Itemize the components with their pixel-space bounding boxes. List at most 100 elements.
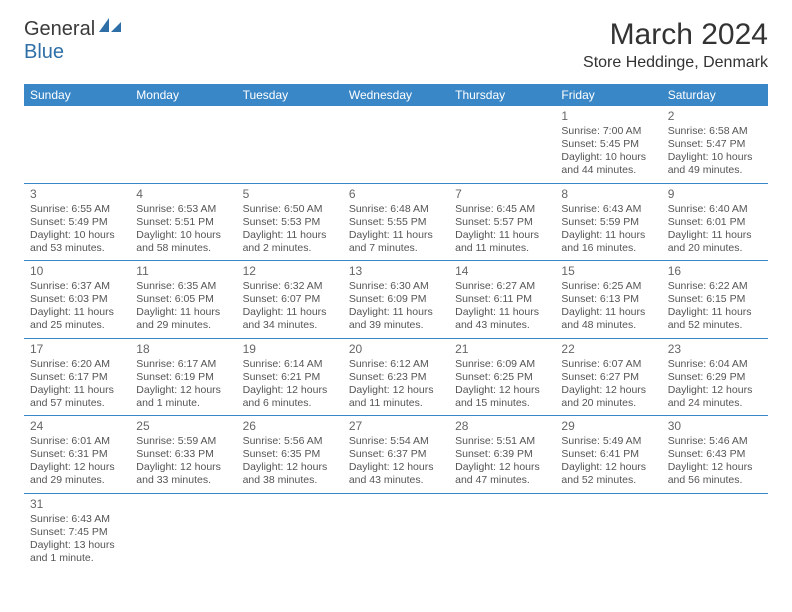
calendar-cell: 30Sunrise: 5:46 AMSunset: 6:43 PMDayligh… [662, 416, 768, 494]
calendar-cell: 2Sunrise: 6:58 AMSunset: 5:47 PMDaylight… [662, 106, 768, 183]
calendar-cell [343, 493, 449, 570]
calendar-cell: 6Sunrise: 6:48 AMSunset: 5:55 PMDaylight… [343, 183, 449, 261]
day-number: 6 [349, 187, 443, 202]
day-number: 11 [136, 264, 230, 279]
sunset-text: Sunset: 5:51 PM [136, 216, 230, 229]
daylight-text: and 20 minutes. [561, 397, 655, 410]
daylight-text: Daylight: 11 hours [455, 229, 549, 242]
daylight-text: and 56 minutes. [668, 474, 762, 487]
day-number: 25 [136, 419, 230, 434]
calendar-cell [343, 106, 449, 183]
day-number: 21 [455, 342, 549, 357]
daylight-text: and 53 minutes. [30, 242, 124, 255]
sunset-text: Sunset: 6:09 PM [349, 293, 443, 306]
sunrise-text: Sunrise: 5:51 AM [455, 435, 549, 448]
calendar-cell: 26Sunrise: 5:56 AMSunset: 6:35 PMDayligh… [237, 416, 343, 494]
sunrise-text: Sunrise: 6:40 AM [668, 203, 762, 216]
calendar-cell [237, 106, 343, 183]
day-number: 28 [455, 419, 549, 434]
sunset-text: Sunset: 6:05 PM [136, 293, 230, 306]
calendar-cell: 3Sunrise: 6:55 AMSunset: 5:49 PMDaylight… [24, 183, 130, 261]
sunrise-text: Sunrise: 6:37 AM [30, 280, 124, 293]
daylight-text: and 49 minutes. [668, 164, 762, 177]
daylight-text: Daylight: 12 hours [561, 461, 655, 474]
sunset-text: Sunset: 5:49 PM [30, 216, 124, 229]
calendar-cell: 21Sunrise: 6:09 AMSunset: 6:25 PMDayligh… [449, 338, 555, 416]
daylight-text: and 29 minutes. [30, 474, 124, 487]
sunset-text: Sunset: 5:45 PM [561, 138, 655, 151]
month-title: March 2024 [583, 18, 768, 52]
daylight-text: Daylight: 11 hours [30, 306, 124, 319]
sunrise-text: Sunrise: 6:43 AM [30, 513, 124, 526]
logo-text-2: Blue [24, 41, 64, 63]
daylight-text: and 34 minutes. [243, 319, 337, 332]
daylight-text: Daylight: 12 hours [668, 461, 762, 474]
sunset-text: Sunset: 6:03 PM [30, 293, 124, 306]
calendar-cell: 18Sunrise: 6:17 AMSunset: 6:19 PMDayligh… [130, 338, 236, 416]
sunrise-text: Sunrise: 6:45 AM [455, 203, 549, 216]
daylight-text: Daylight: 11 hours [668, 306, 762, 319]
daylight-text: Daylight: 11 hours [349, 229, 443, 242]
calendar-cell: 31Sunrise: 6:43 AMSunset: 7:45 PMDayligh… [24, 493, 130, 570]
header: General Blue March 2024 Store Heddinge, … [24, 18, 768, 72]
day-number: 4 [136, 187, 230, 202]
day-number: 20 [349, 342, 443, 357]
weekday-header: Wednesday [343, 84, 449, 106]
daylight-text: Daylight: 12 hours [243, 461, 337, 474]
daylight-text: and 48 minutes. [561, 319, 655, 332]
daylight-text: Daylight: 12 hours [136, 461, 230, 474]
sunset-text: Sunset: 5:57 PM [455, 216, 549, 229]
calendar-cell: 9Sunrise: 6:40 AMSunset: 6:01 PMDaylight… [662, 183, 768, 261]
calendar-cell [662, 493, 768, 570]
weekday-header: Tuesday [237, 84, 343, 106]
sunset-text: Sunset: 6:25 PM [455, 371, 549, 384]
sunrise-text: Sunrise: 5:56 AM [243, 435, 337, 448]
daylight-text: and 43 minutes. [349, 474, 443, 487]
calendar-week: 10Sunrise: 6:37 AMSunset: 6:03 PMDayligh… [24, 261, 768, 339]
daylight-text: Daylight: 11 hours [455, 306, 549, 319]
sunset-text: Sunset: 5:55 PM [349, 216, 443, 229]
calendar-cell: 8Sunrise: 6:43 AMSunset: 5:59 PMDaylight… [555, 183, 661, 261]
sunset-text: Sunset: 6:15 PM [668, 293, 762, 306]
daylight-text: Daylight: 11 hours [561, 306, 655, 319]
calendar-cell: 15Sunrise: 6:25 AMSunset: 6:13 PMDayligh… [555, 261, 661, 339]
sunset-text: Sunset: 5:59 PM [561, 216, 655, 229]
calendar-week: 1Sunrise: 7:00 AMSunset: 5:45 PMDaylight… [24, 106, 768, 183]
calendar-cell: 29Sunrise: 5:49 AMSunset: 6:41 PMDayligh… [555, 416, 661, 494]
day-number: 1 [561, 109, 655, 124]
sunrise-text: Sunrise: 6:48 AM [349, 203, 443, 216]
day-number: 9 [668, 187, 762, 202]
sunset-text: Sunset: 6:01 PM [668, 216, 762, 229]
weekday-header: Friday [555, 84, 661, 106]
weekday-header: Monday [130, 84, 236, 106]
sunset-text: Sunset: 6:23 PM [349, 371, 443, 384]
day-number: 18 [136, 342, 230, 357]
daylight-text: Daylight: 12 hours [243, 384, 337, 397]
daylight-text: Daylight: 11 hours [243, 229, 337, 242]
day-number: 30 [668, 419, 762, 434]
daylight-text: Daylight: 12 hours [455, 461, 549, 474]
day-number: 31 [30, 497, 124, 512]
daylight-text: Daylight: 12 hours [561, 384, 655, 397]
sunrise-text: Sunrise: 6:50 AM [243, 203, 337, 216]
sunrise-text: Sunrise: 6:30 AM [349, 280, 443, 293]
day-number: 3 [30, 187, 124, 202]
title-block: March 2024 Store Heddinge, Denmark [583, 18, 768, 72]
sail-icon [99, 18, 121, 32]
daylight-text: and 25 minutes. [30, 319, 124, 332]
sunrise-text: Sunrise: 6:01 AM [30, 435, 124, 448]
daylight-text: and 24 minutes. [668, 397, 762, 410]
calendar-cell: 17Sunrise: 6:20 AMSunset: 6:17 PMDayligh… [24, 338, 130, 416]
day-number: 13 [349, 264, 443, 279]
sunrise-text: Sunrise: 5:59 AM [136, 435, 230, 448]
sunrise-text: Sunrise: 6:58 AM [668, 125, 762, 138]
calendar-cell: 12Sunrise: 6:32 AMSunset: 6:07 PMDayligh… [237, 261, 343, 339]
sunrise-text: Sunrise: 6:22 AM [668, 280, 762, 293]
day-number: 14 [455, 264, 549, 279]
calendar-cell [130, 106, 236, 183]
daylight-text: Daylight: 12 hours [668, 384, 762, 397]
day-number: 19 [243, 342, 337, 357]
calendar-table: SundayMondayTuesdayWednesdayThursdayFrid… [24, 84, 768, 570]
daylight-text: and 16 minutes. [561, 242, 655, 255]
sunrise-text: Sunrise: 6:35 AM [136, 280, 230, 293]
